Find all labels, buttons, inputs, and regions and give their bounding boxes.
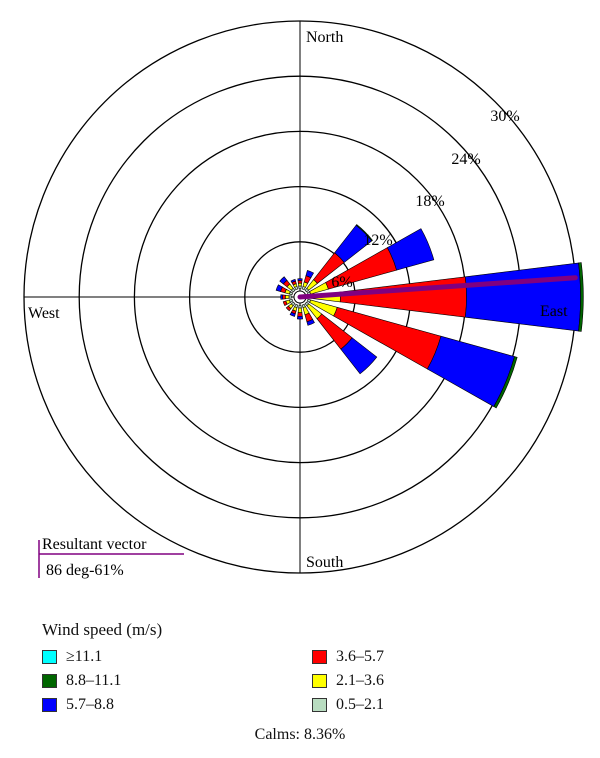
petal-segment <box>305 270 314 279</box>
legend-swatch <box>42 698 57 712</box>
petal-segment <box>280 294 283 300</box>
wind-rose-chart: 6% 12% 18% 24% 30% North East South West Resultan… <box>23 20 584 579</box>
vector-layer <box>297 275 578 300</box>
petal-segment <box>298 304 302 309</box>
legend-swatch <box>42 650 57 664</box>
text-layer: 6% 12% 18% 24% 30% North East South West Resultan… <box>28 29 568 579</box>
direction-label-south: South <box>306 554 343 571</box>
resultant-vector-label: Resultant vector <box>42 536 147 553</box>
petal-segment <box>282 300 288 307</box>
legend-swatch <box>312 698 327 712</box>
petal-segment <box>340 337 378 375</box>
legend-item: ≥11.1 <box>42 648 102 666</box>
direction-label-north: North <box>306 29 343 46</box>
legend-label: 2.1–3.6 <box>336 672 384 689</box>
resultant-vector-value: 86 deg-61% <box>46 562 124 579</box>
legend-label: 8.8–11.1 <box>66 672 122 689</box>
legend-item: 2.1–3.6 <box>312 672 384 690</box>
legend-item: 5.7–8.8 <box>42 696 114 714</box>
petal-segment <box>285 305 292 312</box>
petal-segment <box>297 280 303 284</box>
petal-segment <box>339 276 467 318</box>
petal-segment <box>290 278 296 283</box>
legend-title: Wind speed (m/s) <box>42 620 163 639</box>
petal-segment <box>297 278 303 281</box>
petal-segment <box>298 285 302 290</box>
resultant-vector-line <box>297 275 578 300</box>
ring-label: 24% <box>451 151 480 168</box>
direction-label-west: West <box>28 305 60 322</box>
legend-label: ≥11.1 <box>66 648 103 665</box>
legend-label: 3.6–5.7 <box>336 648 384 665</box>
ring-label: 6% <box>331 274 352 291</box>
petal-layer <box>275 224 584 409</box>
legend-item: 3.6–5.7 <box>312 648 384 666</box>
petal-segment <box>297 282 303 287</box>
petal-segment <box>284 294 290 300</box>
ring-label: 30% <box>490 108 519 125</box>
petal-segment <box>289 311 296 317</box>
legend-swatch <box>312 674 327 688</box>
petal-segment <box>493 356 518 409</box>
petal-segment <box>464 262 581 332</box>
petal-segment <box>288 295 293 299</box>
petal-segment <box>306 319 315 326</box>
ring-label: 12% <box>363 232 392 249</box>
petal-segment <box>282 294 286 300</box>
petal-segment <box>279 276 288 285</box>
direction-label-east: East <box>540 303 568 320</box>
legend-item: 0.5–2.1 <box>312 696 384 714</box>
legend-label: 0.5–2.1 <box>336 696 384 713</box>
petal-segment <box>297 307 303 313</box>
legend-swatch <box>312 650 327 664</box>
ring-label: 18% <box>415 193 444 210</box>
legend-item: 8.8–11.1 <box>42 672 121 690</box>
legend-label: 5.7–8.8 <box>66 696 114 713</box>
petal-segment <box>297 312 303 317</box>
petal-segment <box>578 262 584 332</box>
petal-segment <box>275 284 283 292</box>
legend-swatch <box>42 674 57 688</box>
petal-segment <box>355 224 373 242</box>
legend: Wind speed (m/s) Calms: 8.36% ≥11.1 8.8–1… <box>0 612 600 758</box>
petal-segment <box>296 315 304 320</box>
calms-label: Calms: 8.36% <box>254 726 346 743</box>
petal-segment <box>386 228 435 271</box>
